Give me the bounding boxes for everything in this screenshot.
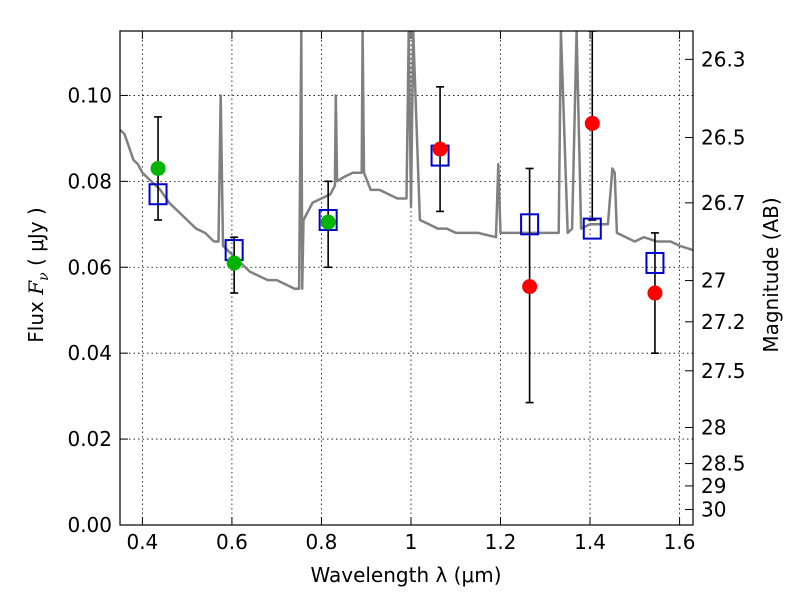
y-axis-title: Flux Fν ( μJy ) [24,207,52,342]
plot-area [120,31,693,404]
x-tick-label: 0.8 [306,530,338,554]
y-tick-label: 0.08 [67,169,112,193]
magnitude-tick-label: 26.5 [701,126,746,150]
magnitude-tick-label: 26.3 [701,47,746,71]
y-tick-label: 0.02 [67,427,112,451]
model-square-point [582,217,602,240]
magnitude-tick-label: 28.5 [701,452,746,476]
right-axis-title: Magnitude (AB) [759,197,783,352]
red-point [522,279,538,295]
x-tick-label: 1.6 [664,530,696,554]
y-axis-title-subscript: ν [36,272,52,281]
axes-layer: 0.4 0.6 0.8 1 1.2 1.4 1.6 0.00 0.02 0.04 0.06 0.08 0… [67,30,746,554]
y-tick-label: 0.00 [67,513,112,537]
detection-point [150,160,166,176]
detection-point [320,214,336,230]
magnitude-tick-label: 27.5 [701,359,746,383]
y-tick-label: 0.04 [67,341,112,365]
x-tick-label: 1.2 [485,530,517,554]
model-square-point [520,213,540,236]
y-tick-label: 0.06 [67,255,112,279]
model-square-point [148,183,168,206]
y-tick-label: 0.10 [67,83,112,107]
model-square-point [645,251,665,274]
magnitude-tick-label: 28 [701,415,726,439]
x-axis-title: Wavelength λ (μm) [310,563,501,587]
magnitude-tick-label: 29 [701,474,726,498]
magnitude-tick-label: 26.7 [701,191,746,215]
y-axis-title-symbol: F [24,280,48,296]
y-axis-title-suffix: ( μJy ) [24,207,48,272]
x-tick-label: 1 [405,530,418,554]
red-point [432,141,448,157]
magnitude-tick-label: 27 [701,269,726,293]
model-square-point [318,209,338,232]
red-point [584,115,600,131]
spectrum-line [120,31,693,290]
red-point [647,285,663,301]
x-tick-label: 1.4 [574,530,606,554]
magnitude-tick-label: 27.2 [701,310,746,334]
magnitude-tick-label: 30 [701,498,726,522]
plot-frame [119,30,694,526]
x-tick-label: 0.4 [126,530,158,554]
detection-point [226,255,242,271]
x-tick-label: 0.6 [216,530,248,554]
y-axis-title-prefix: Flux [24,295,48,343]
